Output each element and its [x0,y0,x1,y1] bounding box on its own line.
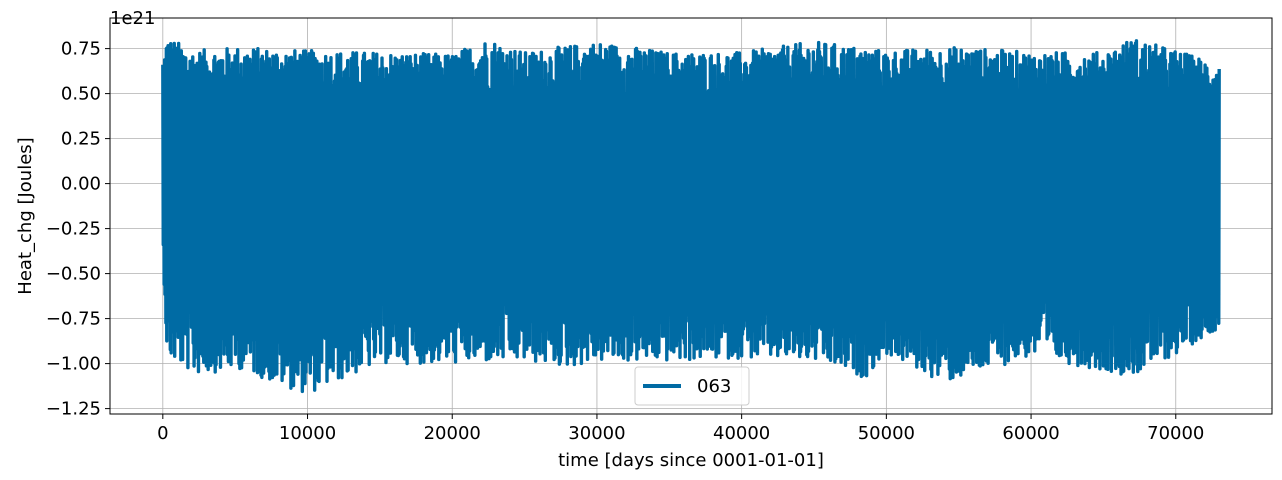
x-tick-label: 10000 [279,423,336,444]
y-tick-label: −1.25 [46,399,101,420]
y-tick-label: −0.50 [46,264,101,285]
legend: 063 [634,366,750,406]
plot-frame [109,17,1273,415]
y-tick-label: 0.50 [61,84,101,105]
legend-box [634,366,750,406]
x-axis: 0 10000 20000 30000 40000 50000 60000 70000 [157,414,1204,444]
series-063 [161,39,1221,394]
x-tick-label: 60000 [1002,423,1059,444]
x-tick-label: 0 [157,423,168,444]
y-offset-text: 1e21 [110,8,155,29]
x-tick-label: 30000 [568,423,625,444]
x-tick-label: 40000 [713,423,770,444]
x-tick-label: 20000 [424,423,481,444]
y-tick-label: −0.75 [46,309,101,330]
x-tick-label: 70000 [1147,423,1204,444]
series-line-063 [161,39,1221,394]
y-tick-label: 0.00 [61,174,101,195]
x-tick-label: 50000 [858,423,915,444]
legend-label: 063 [697,376,731,397]
x-axis-label: time [days since 0001-01-01] [558,450,824,471]
y-axis-label: Heat_chg [Joules] [15,137,36,294]
y-tick-label: 0.25 [61,129,101,150]
y-tick-label: −0.25 [46,219,101,240]
y-tick-label: 0.75 [61,39,101,60]
y-tick-label: −1.00 [46,354,101,375]
y-axis: −1.25 −1.00 −0.75 −0.50 −0.25 0.00 0.25 0.50 0.7… [46,39,110,420]
